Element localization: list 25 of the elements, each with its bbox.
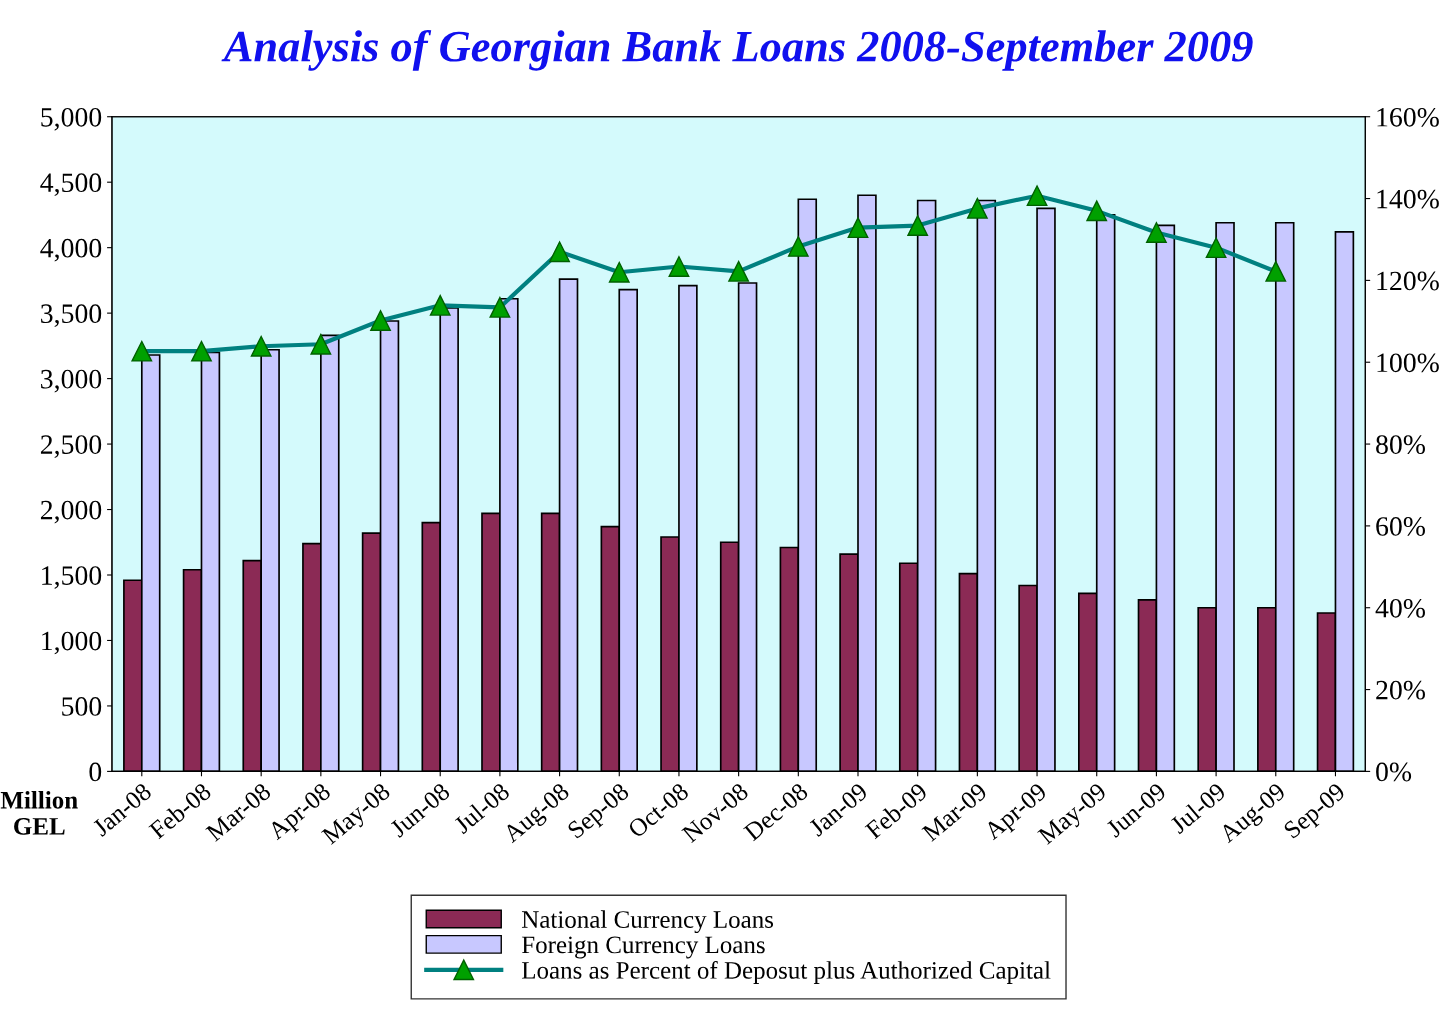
legend-label: Loans as Percent of Deposut plus Authorized Capital bbox=[521, 960, 1051, 984]
y-axis-title: Million GEL bbox=[0, 791, 78, 835]
y-tick-label: 3,500 bbox=[41, 304, 102, 328]
y2-tick-label: 0% bbox=[1376, 762, 1412, 782]
y2-tick-label: 120% bbox=[1377, 271, 1439, 291]
y-tick-label: 500 bbox=[62, 697, 102, 716]
y2-tick-label: 20% bbox=[1376, 680, 1425, 700]
y-tick-label: 2,000 bbox=[40, 500, 102, 524]
y-tick-label: 1,500 bbox=[42, 566, 102, 589]
y-tick-label: 1,000 bbox=[42, 631, 102, 655]
y-tick-label: 2,500 bbox=[40, 435, 102, 458]
y-tick-label: 5,000 bbox=[41, 107, 102, 131]
chart-title: Analysis of Georgian Bank Loans 2008-September 2009 bbox=[221, 29, 1253, 71]
y2-tick-label: 40% bbox=[1375, 598, 1425, 618]
y-tick-label: 3,000 bbox=[41, 369, 102, 393]
legend-label: Foreign Currency Loans bbox=[521, 936, 765, 959]
y-tick-label: 4,000 bbox=[40, 238, 102, 262]
y2-tick-label: 160% bbox=[1377, 107, 1439, 127]
y2-tick-label: 60% bbox=[1376, 517, 1425, 536]
y2-tick-label: 100% bbox=[1377, 353, 1439, 373]
y-tick-label: 4,500 bbox=[40, 173, 102, 197]
legend-label: National Currency Loans bbox=[521, 910, 774, 934]
y2-tick-label: 140% bbox=[1377, 189, 1439, 209]
y-tick-label: 0 bbox=[89, 762, 102, 782]
y2-tick-label: 80% bbox=[1376, 435, 1425, 455]
